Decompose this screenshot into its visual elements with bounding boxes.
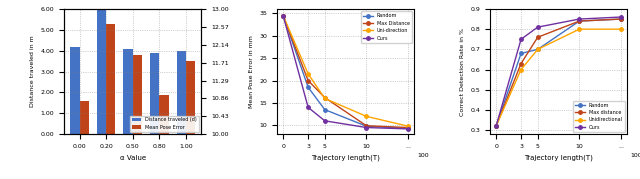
Max Distance — [304, 79, 312, 82]
Y-axis label: Mean Pose Error in mm: Mean Pose Error in mm — [249, 35, 254, 108]
Unidirectional — [517, 69, 525, 71]
Ours — [575, 18, 583, 20]
Bar — [106, 24, 115, 134]
Line: Unidirectional: Unidirectional — [494, 27, 623, 128]
Line: Max Distance: Max Distance — [282, 14, 410, 129]
Y-axis label: Distance traveled in m: Distance traveled in m — [30, 36, 35, 107]
Max distance — [534, 36, 541, 38]
Bar — [159, 95, 168, 134]
Random — [575, 20, 583, 22]
Random — [304, 86, 312, 88]
Legend: Random, Max Distance, Uni-direction, Ours: Random, Max Distance, Uni-direction, Our… — [362, 11, 412, 43]
Uni-direction — [404, 125, 412, 127]
Max Distance — [279, 15, 287, 17]
Max distance — [575, 20, 583, 22]
Random — [404, 127, 412, 130]
Bar — [177, 51, 186, 134]
Ours — [279, 15, 287, 17]
Unidirectional — [617, 28, 625, 30]
Y-axis label: Correct Detection Rate in %: Correct Detection Rate in % — [460, 28, 465, 116]
Random — [517, 52, 525, 54]
Random — [279, 15, 287, 17]
Line: Uni-direction: Uni-direction — [282, 14, 410, 128]
Line: Random: Random — [494, 17, 623, 128]
Bar — [97, 0, 106, 134]
Random — [617, 18, 625, 20]
X-axis label: α Value: α Value — [120, 154, 146, 161]
Max Distance — [404, 126, 412, 129]
Bar — [79, 101, 89, 134]
Ours — [304, 106, 312, 108]
Bar — [124, 49, 132, 134]
Unidirectional — [575, 28, 583, 30]
Line: Max distance: Max distance — [494, 17, 623, 128]
Bar — [70, 47, 79, 134]
Uni-direction — [363, 115, 371, 117]
Uni-direction — [321, 97, 328, 100]
Ours — [321, 120, 328, 122]
Text: 100: 100 — [630, 153, 640, 158]
X-axis label: Trajectory length(T): Trajectory length(T) — [311, 154, 380, 161]
Max distance — [617, 18, 625, 20]
Ours — [534, 26, 541, 28]
Bar — [132, 55, 142, 134]
Max Distance — [363, 125, 371, 127]
Random — [321, 108, 328, 111]
Line: Ours: Ours — [282, 14, 410, 131]
Unidirectional — [534, 48, 541, 50]
Bar — [150, 53, 159, 134]
Uni-direction — [279, 15, 287, 17]
X-axis label: Trajectory length(T): Trajectory length(T) — [524, 154, 593, 161]
Line: Random: Random — [282, 14, 410, 130]
Line: Ours: Ours — [494, 15, 623, 128]
Ours — [492, 125, 500, 127]
Random — [492, 125, 500, 127]
Max Distance — [321, 96, 328, 99]
Ours — [517, 38, 525, 40]
Uni-direction — [304, 73, 312, 75]
Max distance — [517, 62, 525, 65]
Unidirectional — [492, 125, 500, 127]
Legend: Random, Max distance, Unidirectional, Ours: Random, Max distance, Unidirectional, Ou… — [573, 101, 625, 132]
Ours — [363, 126, 371, 129]
Max distance — [492, 125, 500, 127]
Text: 100: 100 — [417, 153, 429, 158]
Random — [534, 48, 541, 50]
Random — [363, 125, 371, 127]
Ours — [404, 128, 412, 130]
Ours — [617, 16, 625, 18]
Bar — [186, 61, 195, 134]
Legend: Distance traveled (d), Mean Pose Error: Distance traveled (d), Mean Pose Error — [130, 115, 199, 132]
